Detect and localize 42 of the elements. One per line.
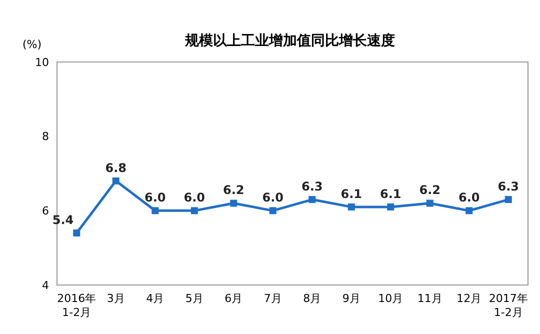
point (466, 207, 473, 214)
chart-title: 规模以上工业增加值同比增长速度 (184, 32, 395, 49)
y-tick-label: 6 (42, 204, 49, 218)
y-tick-label: 10 (35, 56, 49, 69)
point (426, 200, 434, 207)
x-tick-label: 4月 (146, 292, 164, 305)
data-label: 6.0 (184, 190, 206, 205)
point (73, 229, 80, 236)
x-tick-label: 7月 (264, 292, 282, 305)
data-label: 6.2 (222, 183, 244, 198)
data-label: 6.0 (144, 190, 166, 205)
data-label: 6.2 (419, 183, 441, 198)
x-tick-label: 2017年 1-2月 (488, 292, 528, 319)
data-label: 5.4 (52, 212, 74, 227)
x-tick-label: 11月 (417, 292, 442, 305)
data-label: 6.3 (498, 180, 520, 194)
data-label: 6.1 (380, 186, 402, 201)
y-tick-label: 4 (42, 278, 49, 292)
point (308, 196, 316, 204)
data-label: 6.8 (105, 160, 127, 175)
x-tick-label: 3月 (106, 292, 125, 305)
data-label: 6.3 (301, 180, 323, 194)
x-tick-label: 6月 (224, 292, 243, 305)
point (348, 203, 355, 210)
x-tick-label: 10月 (378, 292, 404, 305)
y-tick-label: 8 (42, 130, 49, 144)
point (152, 207, 159, 214)
point (112, 177, 120, 184)
data-label: 6.1 (340, 186, 362, 201)
y-axis-title: (%) (22, 38, 42, 51)
x-tick-label: 5月 (185, 292, 204, 305)
point (190, 207, 198, 214)
x-tick-label: 12月 (456, 292, 482, 305)
point (387, 203, 394, 210)
point (504, 196, 512, 204)
x-tick-label: 2016年 1-2月 (57, 292, 96, 319)
point (269, 207, 276, 214)
x-tick-label: 8月 (303, 292, 322, 305)
data-label: 6.0 (262, 190, 284, 205)
x-tick-label: 9月 (342, 292, 360, 305)
data-label: 6.0 (458, 190, 480, 205)
point (230, 200, 238, 207)
